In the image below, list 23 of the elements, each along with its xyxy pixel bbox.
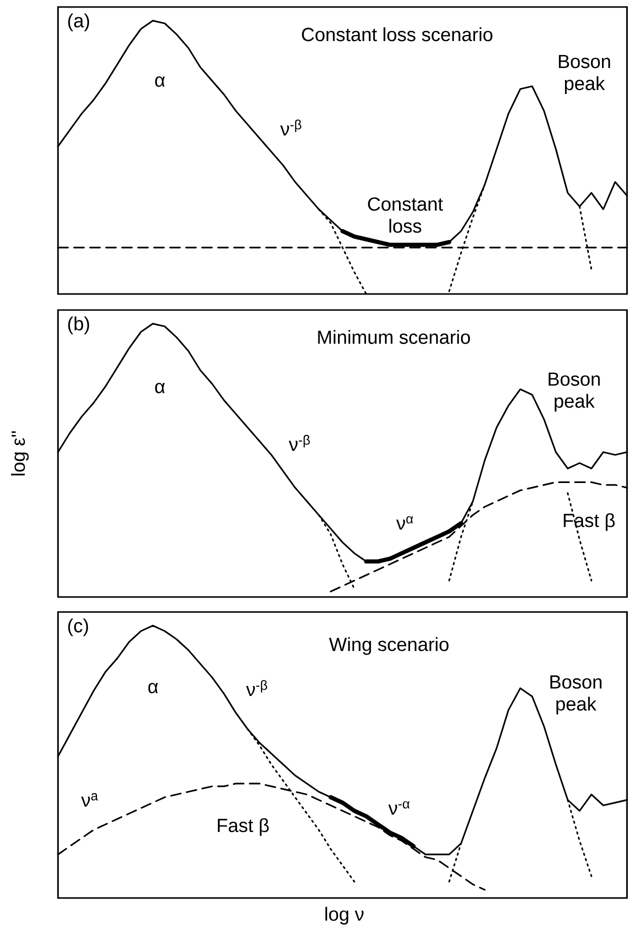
y-axis-title: log ε'': [11, 431, 29, 476]
annotation: Fast β: [564, 513, 615, 531]
annotation: ν$^{-α}$: [388, 801, 410, 815]
annotation: α: [148, 682, 158, 694]
annotation: ν$^{-β}$: [246, 680, 268, 696]
annotation: (c): [68, 618, 88, 636]
annotation: Boson peak: [558, 54, 610, 94]
annotation: Boson peak: [548, 372, 600, 412]
chart-title: Constant loss scenario: [302, 27, 492, 42]
x-axis-title: log ν: [325, 906, 364, 925]
annotation: α: [155, 382, 165, 394]
annotation: ν$^{α}$: [396, 516, 414, 530]
annotation: ν$^{a}$: [81, 793, 98, 807]
annotation: (a): [68, 13, 90, 32]
chart-title: Minimum scenario: [318, 330, 470, 344]
annotation: Fast β: [218, 818, 269, 836]
annotation: ν$^{-β}$: [280, 120, 302, 136]
text: Wing scenario: [329, 637, 449, 655]
annotation: (b): [68, 316, 90, 334]
annotation: α: [155, 76, 165, 87]
annotation: ν$^{-β}$: [288, 434, 310, 451]
annotation: Constant loss: [368, 197, 443, 233]
annotation: Boson peak: [550, 675, 602, 714]
